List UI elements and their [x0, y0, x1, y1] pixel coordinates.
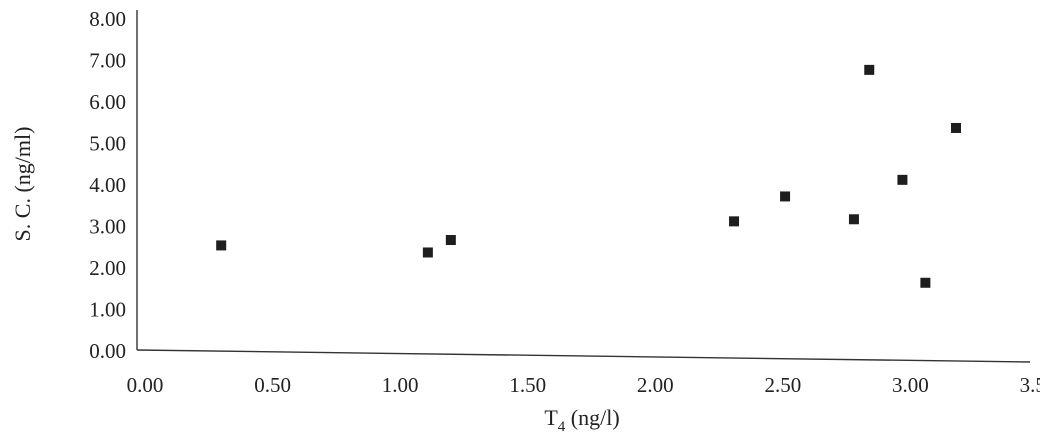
data-point	[897, 174, 908, 185]
data-point	[445, 235, 456, 246]
data-points	[216, 64, 962, 288]
y-tick-label: 5.00	[89, 132, 126, 156]
data-point	[422, 247, 433, 258]
data-point	[920, 277, 931, 288]
x-tick-label: 2.00	[637, 373, 674, 397]
x-tick-label: 1.00	[382, 373, 419, 397]
y-tick-label: 0.00	[89, 339, 126, 363]
y-axis-title: S. C. (ng/ml)	[10, 127, 35, 242]
axes	[136, 10, 1031, 363]
x-axis-line	[136, 349, 1031, 363]
x-axis-title-main: T	[544, 405, 558, 430]
data-point	[216, 240, 227, 251]
data-point	[780, 191, 791, 202]
x-tick-label: 0.50	[254, 373, 291, 397]
x-axis-title: T4 (ng/l)	[544, 405, 619, 435]
y-tick-label: 3.00	[89, 215, 126, 239]
y-tick-label: 7.00	[89, 49, 126, 73]
data-point	[848, 214, 859, 225]
x-axis-title-unit: (ng/l)	[565, 405, 619, 430]
y-tick-label: 1.00	[89, 298, 126, 322]
x-tick-label: 1.50	[509, 373, 546, 397]
data-point	[729, 216, 740, 227]
y-tick-label: 8.00	[89, 7, 126, 31]
x-axis-title-subscript: 4	[558, 419, 566, 435]
y-tick-labels: 0.00 1.00 2.00 3.00 4.00 5.00 6.00 7.00 8.00	[89, 7, 126, 363]
y-tick-label: 2.00	[89, 256, 126, 280]
x-tick-label: 2.50	[764, 373, 801, 397]
data-point	[864, 64, 875, 75]
x-tick-label: 3.50	[1020, 373, 1040, 397]
y-tick-label: 4.00	[89, 173, 126, 197]
x-tick-label: 0.00	[127, 373, 164, 397]
data-point	[951, 122, 962, 133]
x-tick-labels: 0.00 0.50 1.00 1.50 2.00 2.50 3.00 3.50	[127, 373, 1040, 397]
x-tick-label: 3.00	[892, 373, 929, 397]
y-tick-label: 6.00	[89, 90, 126, 114]
